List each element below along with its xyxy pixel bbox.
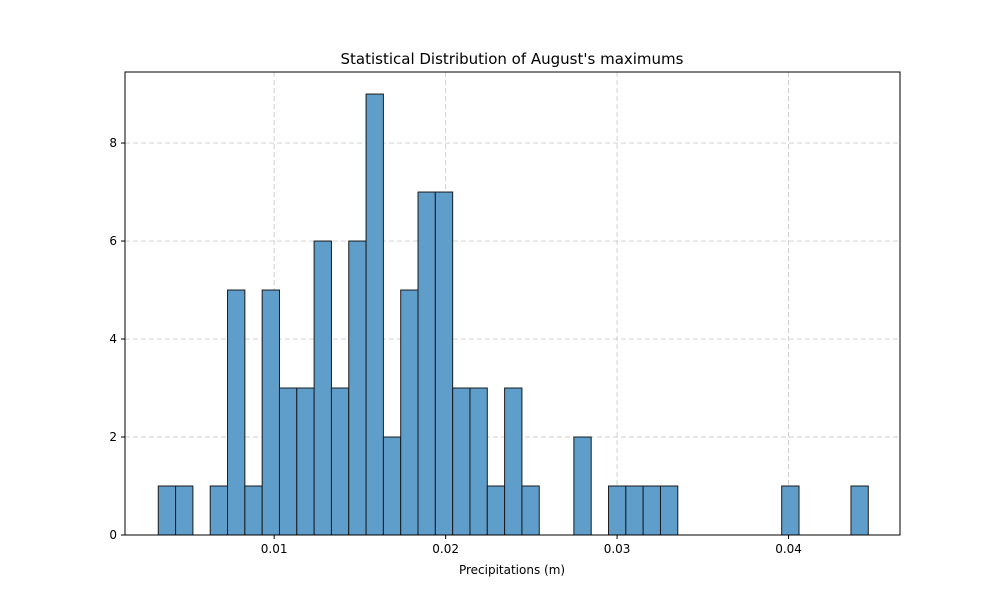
histogram-bar: [850, 485, 869, 536]
y-tick-label: 6: [109, 234, 117, 248]
histogram-bar: [227, 289, 246, 536]
histogram-bar: [175, 485, 194, 536]
histogram-bar: [209, 485, 229, 536]
histogram-bar: [521, 485, 540, 536]
histogram-bar: [382, 436, 402, 536]
x-tick-label: 0.04: [775, 542, 802, 556]
histogram-bar: [244, 485, 263, 536]
histogram-bar: [417, 191, 436, 536]
y-tick-label: 4: [109, 332, 117, 346]
bars-layer: [157, 93, 869, 536]
histogram-bar: [486, 485, 506, 536]
axes-layer: 0.01 0.02 0.03 0.04 0 2 4 6 8: [109, 71, 901, 556]
y-tick-label: 2: [109, 430, 117, 444]
histogram-bar: [469, 387, 488, 536]
x-tick-label: 0.01: [261, 542, 288, 556]
x-axis-label: Precipitations (m): [459, 563, 565, 577]
histogram-bar: [278, 387, 298, 536]
y-tick-label: 0: [109, 528, 117, 542]
histogram-bar: [434, 191, 454, 536]
histogram-bar: [573, 436, 592, 536]
plot-frame: [124, 71, 901, 536]
histogram-bar: [157, 485, 177, 536]
histogram-bar: [313, 240, 332, 536]
y-tick-label: 8: [109, 136, 117, 150]
x-tick-label: 0.03: [604, 542, 631, 556]
histogram-bar: [296, 387, 315, 536]
histogram-bar: [330, 387, 350, 536]
histogram-bar: [642, 485, 661, 536]
chart-title: Statistical Distribution of August's max…: [341, 50, 684, 68]
histogram-bar: [608, 485, 627, 536]
histogram-bar: [400, 289, 419, 536]
histogram-bar: [348, 240, 367, 536]
histogram-bar: [625, 485, 644, 536]
histogram-bar: [261, 289, 280, 536]
histogram-bar: [781, 485, 800, 536]
histogram-bar: [659, 485, 679, 536]
histogram-bar: [504, 387, 523, 536]
histogram-bar: [452, 387, 471, 536]
histogram-bar: [365, 93, 384, 536]
x-tick-label: 0.02: [432, 542, 459, 556]
